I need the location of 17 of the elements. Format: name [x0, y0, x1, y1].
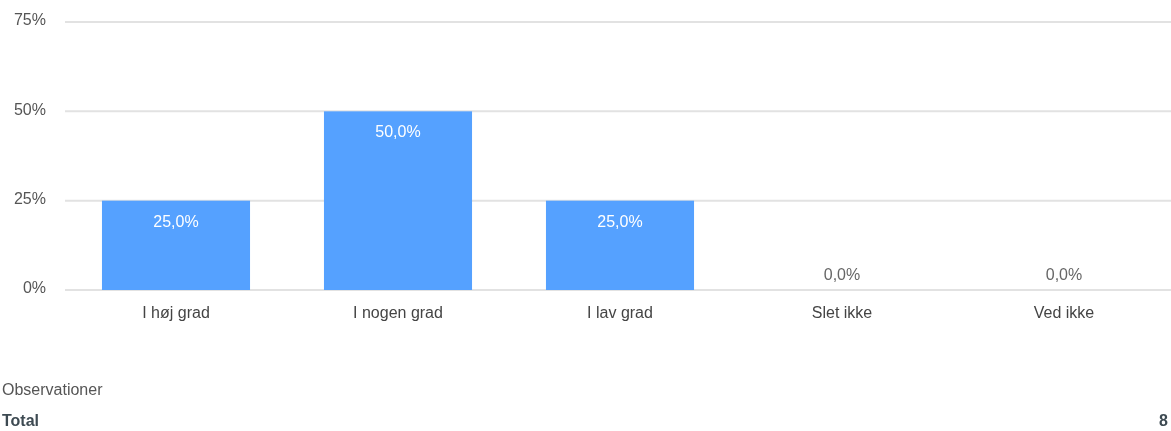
text: Total [2, 412, 40, 429]
y-tick-label: 25% [13, 190, 46, 208]
text: 8 [1159, 412, 1169, 429]
data-label: 0,0% [823, 266, 861, 283]
y-tick-label: 50% [13, 100, 46, 118]
x-tick-label: Slet ikke [811, 304, 873, 321]
text: Observationer [2, 381, 104, 398]
x-tick-label: Ved ikke [1033, 304, 1095, 321]
data-label: 0,0% [1045, 266, 1083, 283]
data-label: 25,0% [153, 212, 199, 230]
y-tick-label: 75% [13, 11, 46, 29]
x-tick-label: I høj grad [142, 304, 210, 321]
y-tick-label: 0% [22, 279, 46, 297]
x-tick-label: I lav grad [587, 304, 653, 321]
data-label: 25,0% [597, 212, 643, 230]
x-tick-label: I nogen grad [353, 304, 443, 321]
data-label: 50,0% [375, 123, 421, 141]
